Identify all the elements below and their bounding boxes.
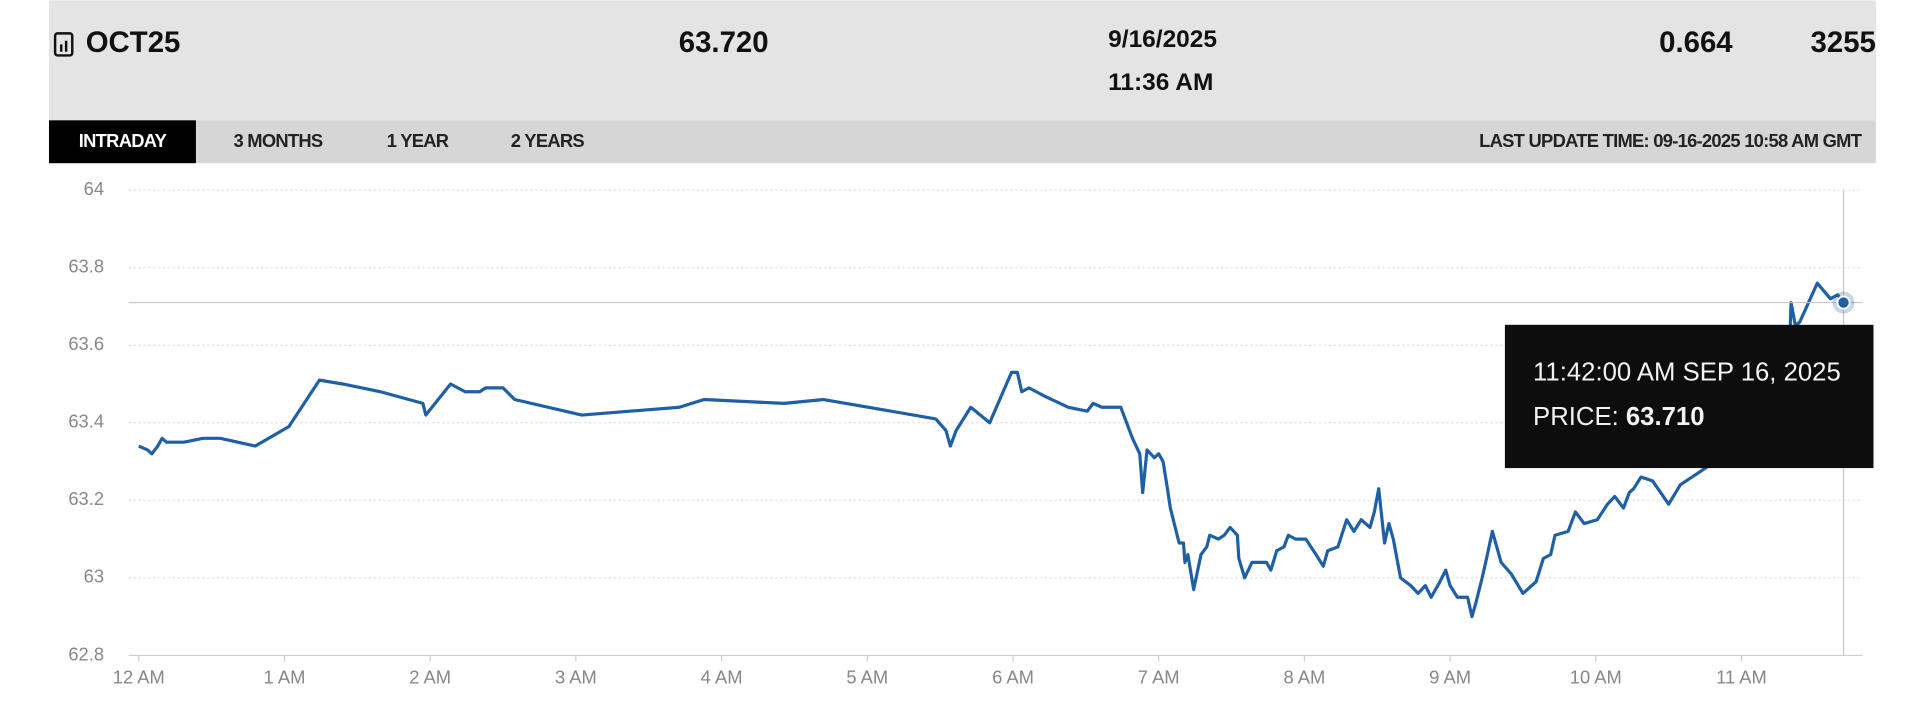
x-tick-label: 10 AM (1570, 667, 1622, 688)
x-tick-label: 6 AM (992, 667, 1034, 688)
x-tick-label: 12 AM (113, 667, 165, 688)
y-tick-label: 63.6 (68, 333, 104, 354)
x-tick-label: 7 AM (1138, 667, 1180, 688)
tooltip-label: PRICE: (1533, 403, 1626, 431)
x-tick-label: 9 AM (1429, 667, 1471, 688)
y-tick-label: 64 (84, 178, 104, 199)
x-tick-label: 4 AM (701, 667, 743, 688)
x-tick-label: 8 AM (1283, 667, 1325, 688)
tooltip-time: 11:42:00 AM SEP 16, 2025 (1533, 359, 1841, 387)
tab[interactable]: INTRADAY (79, 130, 168, 151)
x-tick-label: 5 AM (846, 667, 888, 688)
active-tab[interactable] (48, 120, 196, 164)
tooltip-value: 63.710 (1626, 403, 1705, 431)
tab[interactable]: 3 MONTHS (233, 130, 323, 151)
header-bar (48, 0, 1876, 121)
tooltip: 11:42:00 AM SEP 16, 2025 PRICE: 63.710 (1504, 324, 1874, 469)
tab-bar (48, 120, 1876, 164)
tab[interactable]: 1 YEAR (387, 130, 450, 151)
x-tick-label: 1 AM (264, 667, 306, 688)
tab[interactable]: 2 YEARS (511, 130, 585, 151)
symbol: OCT25 (86, 26, 181, 59)
y-tick-label: 63 (84, 566, 104, 587)
y-tick-label: 63.4 (68, 411, 104, 432)
price: 63.720 (679, 26, 769, 59)
price-line (138, 281, 1845, 619)
chart-icon (53, 32, 74, 57)
time: 11:36 AM (1108, 69, 1213, 96)
change: 0.664 (1659, 26, 1733, 59)
x-tick-label: 3 AM (555, 667, 597, 688)
plot: 62.8 63 63.2 63.4 63.6 63.8 64 12 AM 1 AM 2 AM 3 A… (68, 178, 1863, 688)
tooltip-box (1504, 324, 1874, 469)
last-update: LAST UPDATE TIME: 09-16-2025 10:58 AM GM… (1479, 130, 1863, 151)
volume: 3255 (1811, 26, 1876, 59)
hover-point (1836, 295, 1851, 310)
y-tick-label: 62.8 (68, 643, 104, 664)
tooltip-price: PRICE: 63.710 (1533, 403, 1704, 431)
y-tick-label: 63.8 (68, 256, 104, 277)
x-tick-label: 2 AM (409, 667, 451, 688)
x-tick-label: 11 AM (1716, 667, 1767, 688)
y-tick-label: 63.2 (68, 488, 104, 509)
date: 9/16/2025 (1108, 26, 1217, 53)
